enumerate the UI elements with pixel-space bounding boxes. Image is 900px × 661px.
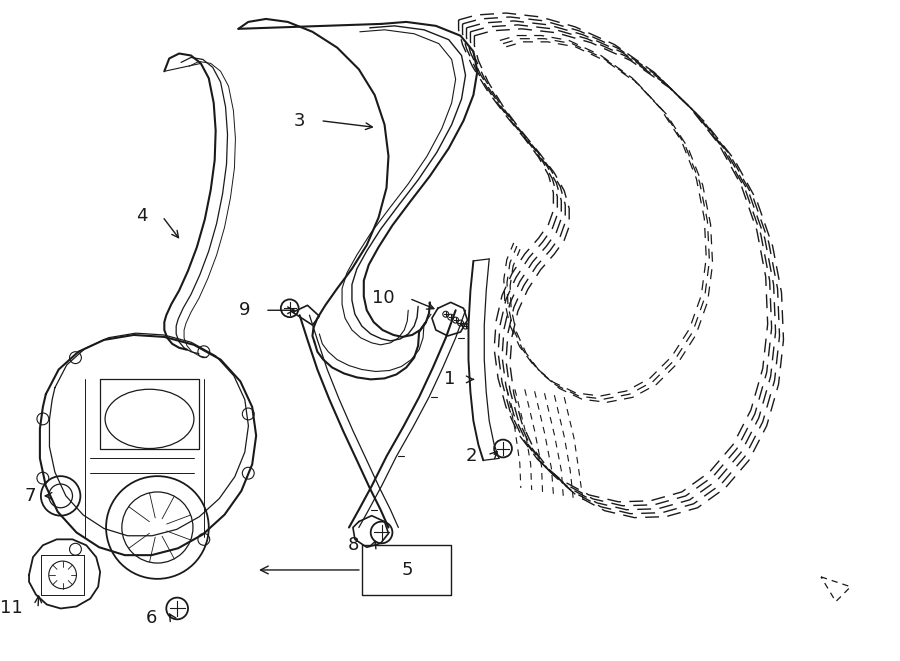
Text: 11: 11 — [0, 600, 23, 617]
Text: 6: 6 — [146, 609, 158, 627]
Text: 3: 3 — [294, 112, 305, 130]
Text: 8: 8 — [347, 536, 359, 555]
Text: 9: 9 — [238, 301, 250, 319]
Text: 10: 10 — [372, 290, 394, 307]
Text: 4: 4 — [136, 208, 148, 225]
Text: 5: 5 — [401, 561, 413, 579]
Text: 2: 2 — [466, 447, 477, 465]
Text: 1: 1 — [445, 370, 455, 389]
Text: 7: 7 — [24, 487, 36, 505]
